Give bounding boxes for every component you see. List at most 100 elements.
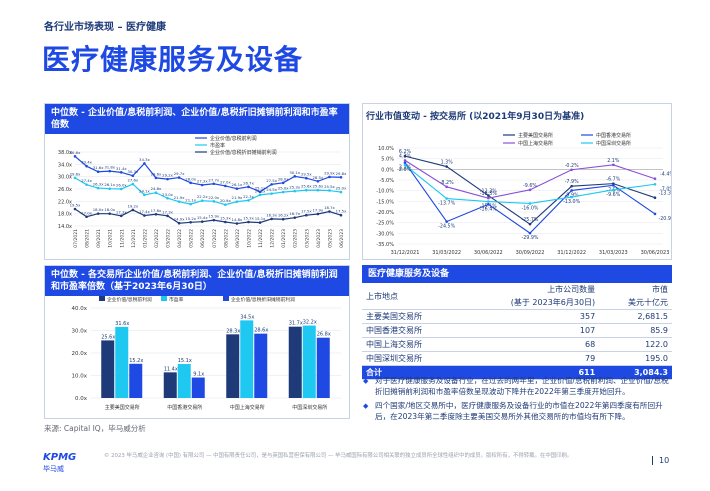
data-label: 15.2x bbox=[185, 216, 196, 221]
data-label: 16.2x bbox=[278, 213, 289, 218]
data-label: 21.9x bbox=[232, 195, 243, 200]
data-point bbox=[177, 221, 181, 225]
data-point bbox=[445, 220, 448, 223]
data-label: 34.5x bbox=[240, 314, 254, 320]
x-tick-label: 30/09/2022 bbox=[516, 250, 545, 256]
data-point bbox=[305, 213, 308, 217]
data-label: -15.1% bbox=[480, 204, 497, 210]
data-label: -13.3% bbox=[659, 191, 671, 197]
data-point bbox=[96, 170, 100, 174]
data-point bbox=[653, 196, 657, 200]
data-point bbox=[85, 183, 88, 186]
data-label: 31.4x bbox=[116, 166, 127, 171]
x-tick-label: 11/2022 bbox=[258, 229, 264, 248]
y-tick-label: 30.0x bbox=[71, 329, 87, 335]
data-label: 28.0x bbox=[185, 176, 196, 181]
data-label: 28.0x bbox=[278, 176, 289, 181]
legend-swatch bbox=[99, 296, 105, 301]
data-label: -13.5% bbox=[480, 191, 497, 197]
data-point bbox=[200, 220, 204, 223]
data-label: -0.2% bbox=[565, 163, 579, 169]
bar bbox=[302, 325, 316, 398]
data-label: 15.3x bbox=[243, 215, 254, 220]
col-location: 上市地点 bbox=[362, 283, 460, 310]
data-point bbox=[487, 200, 490, 203]
data-label: 3.1% bbox=[399, 165, 412, 171]
data-point bbox=[281, 190, 285, 194]
data-label: 29.5x bbox=[301, 172, 312, 177]
data-point bbox=[189, 221, 192, 224]
y-tick-label: -35.0% bbox=[376, 242, 394, 248]
data-point bbox=[653, 212, 657, 216]
data-label: 14.8x bbox=[232, 217, 243, 222]
data-point bbox=[119, 171, 123, 174]
data-label: 26.7x bbox=[243, 180, 254, 185]
data-label: -9.6% bbox=[606, 192, 620, 198]
data-label: 29.2x bbox=[162, 173, 173, 178]
data-point bbox=[316, 212, 320, 216]
data-label: 2.0% bbox=[399, 167, 412, 173]
data-point bbox=[73, 155, 77, 158]
page-title: 医疗健康服务及设备 bbox=[42, 43, 304, 76]
row-location: 中国上海交易所 bbox=[362, 337, 460, 352]
y-tick-label: 26.0x bbox=[58, 187, 72, 193]
row-location: 中国香港交易所 bbox=[362, 323, 460, 338]
y-tick-label: -10.0% bbox=[376, 189, 394, 195]
data-label: -4.4% bbox=[660, 172, 671, 178]
data-point bbox=[570, 168, 573, 172]
kpmg-logo: KPMG bbox=[43, 452, 77, 463]
data-label: -13.7% bbox=[438, 201, 455, 207]
data-point bbox=[154, 191, 158, 194]
data-point bbox=[258, 221, 262, 224]
data-point bbox=[235, 187, 239, 190]
data-point bbox=[528, 202, 532, 205]
data-label: 21.9x bbox=[174, 195, 185, 200]
table-header-row: 上市地点 上市公司数量 市值 bbox=[362, 283, 672, 310]
legend-label: 企业价值/息税折旧摊销前利润 bbox=[210, 149, 277, 156]
data-point bbox=[235, 222, 239, 225]
data-label: 17.3x bbox=[162, 209, 173, 214]
bar bbox=[316, 337, 330, 398]
series-line bbox=[74, 208, 342, 225]
data-point bbox=[403, 163, 407, 167]
x-tick-label: 30/06/2023 bbox=[641, 250, 670, 256]
data-label: 24.1x bbox=[255, 188, 266, 193]
row-cap: 195.0 bbox=[599, 351, 672, 366]
data-label: 15.3x bbox=[220, 215, 231, 220]
data-point bbox=[143, 193, 146, 197]
data-point bbox=[316, 179, 320, 183]
data-point bbox=[281, 181, 285, 185]
x-tick-label: 中国上海交易所 bbox=[230, 404, 265, 411]
data-point bbox=[177, 200, 181, 203]
row-count: 357 bbox=[459, 309, 600, 324]
data-label: 16.7x bbox=[289, 211, 300, 216]
data-point bbox=[403, 154, 407, 158]
series-line bbox=[74, 177, 342, 206]
data-point bbox=[281, 217, 285, 221]
table-row: 中国香港交易所 107 85.9 bbox=[362, 323, 672, 338]
data-point bbox=[212, 218, 216, 222]
legend-label: 企业价值/息税前利润 bbox=[210, 135, 257, 142]
data-label: 18.7x bbox=[324, 205, 335, 210]
data-point bbox=[403, 161, 407, 165]
x-tick-label: 07/2021 bbox=[73, 229, 79, 248]
data-point bbox=[177, 176, 181, 179]
y-tick-label: 10.0% bbox=[378, 146, 394, 152]
bar bbox=[177, 364, 191, 398]
data-label: 28.5x bbox=[313, 175, 324, 180]
x-tick-label: 09/2021 bbox=[96, 229, 102, 248]
data-point bbox=[154, 212, 158, 216]
bullet-list: 对于医疗健康服务及设备行业，在过去的两年里，企业价值/息税前利润、企业价值/息税… bbox=[363, 376, 673, 426]
data-label: 27.6x bbox=[127, 178, 138, 183]
row-count: 107 bbox=[459, 323, 600, 338]
data-label: 34.3x bbox=[139, 157, 150, 162]
bar bbox=[129, 363, 143, 398]
data-point bbox=[487, 203, 490, 206]
data-point bbox=[653, 182, 657, 186]
data-label: 27.3x bbox=[197, 178, 208, 183]
row-cap: 2,681.5 bbox=[599, 309, 672, 324]
y-tick-label: 20.0x bbox=[71, 351, 87, 357]
data-label: 14.9x bbox=[174, 217, 185, 222]
data-label: 16.3x bbox=[266, 212, 277, 217]
data-label: 6.2% bbox=[399, 149, 412, 155]
